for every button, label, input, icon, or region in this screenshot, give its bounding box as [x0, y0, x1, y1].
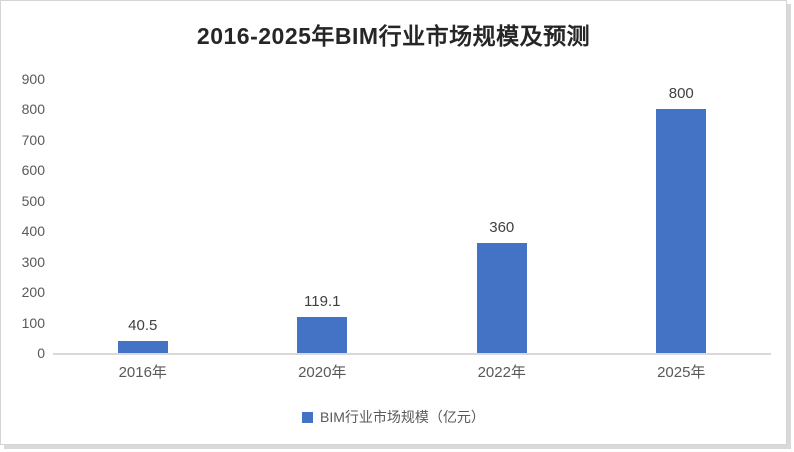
bar-value-label: 40.5 — [128, 316, 158, 334]
bar-value-label: 800 — [668, 85, 694, 103]
bar-slot: 119.1 — [233, 79, 413, 353]
y-axis-tick-label: 100 — [21, 314, 45, 331]
x-axis-category-label: 2016年 — [118, 364, 167, 381]
chart-card: 2016-2025年BIM行业市场规模及预测 0 100 200 300 400 500 6… — [0, 0, 787, 445]
y-axis-tick-label: 600 — [21, 162, 45, 179]
bar-value-label: 119.1 — [304, 292, 341, 310]
bar — [476, 243, 527, 353]
y-axis-tick-label: 400 — [21, 223, 45, 240]
x-axis-category-label: 2022年 — [477, 364, 526, 381]
y-axis-tick-label: 0 — [37, 345, 45, 361]
y-axis-tick-label: 500 — [21, 192, 45, 209]
legend: BIM行业市场规模（亿元） — [1, 407, 786, 427]
x-axis-category-row: 2016年 2020年 2022年 2025年 — [53, 361, 771, 382]
bar — [656, 109, 707, 353]
bar-slot: 40.5 — [53, 79, 233, 353]
bar — [117, 340, 168, 353]
legend-label: BIM行业市场规模（亿元） — [320, 409, 485, 425]
y-axis-tick-label: 700 — [21, 131, 45, 148]
bar-slot: 800 — [592, 79, 772, 353]
y-axis-tick-label: 200 — [21, 284, 45, 301]
y-axis: 0 100 200 300 400 500 600 700 800 900 — [1, 71, 45, 361]
bar — [297, 316, 348, 353]
y-axis-tick-label: 800 — [21, 101, 45, 118]
y-axis-tick-label: 300 — [21, 253, 45, 270]
legend-swatch-icon — [302, 411, 314, 423]
x-axis-category-label: 2020年 — [298, 364, 347, 381]
x-axis-category-label: 2025年 — [657, 364, 706, 381]
plot-area: 40.5 119.1 360 800 — [53, 79, 771, 355]
bar-value-label: 360 — [489, 219, 515, 237]
y-axis-tick-label: 900 — [21, 71, 45, 87]
bar-slot: 360 — [412, 79, 592, 353]
chart-title: 2016-2025年BIM行业市场规模及预测 — [196, 23, 591, 49]
